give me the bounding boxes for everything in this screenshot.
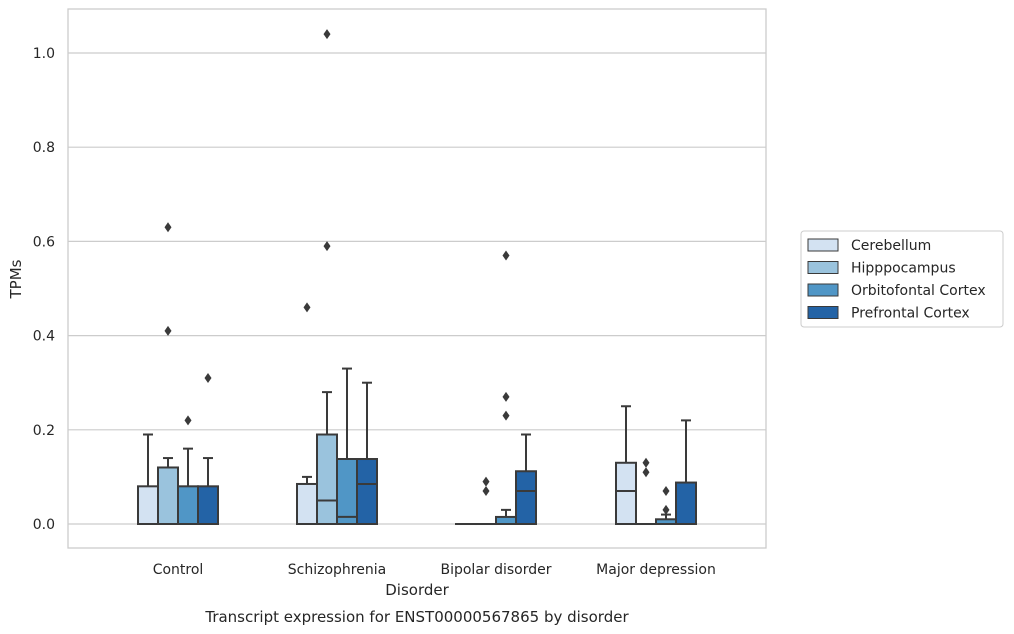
box — [296, 482, 318, 525]
legend-label: Hipppocampus — [851, 261, 956, 277]
legend-swatch — [807, 283, 839, 297]
box-group — [475, 476, 497, 526]
box — [177, 485, 199, 526]
box — [515, 470, 537, 525]
box-group — [635, 457, 657, 526]
legend-label: Cerebellum — [851, 238, 931, 254]
outlier-point — [164, 222, 172, 233]
box-group — [356, 381, 378, 526]
outlier-point — [323, 29, 331, 40]
box — [495, 515, 517, 525]
box-group — [296, 302, 318, 525]
box — [336, 458, 358, 526]
box-group — [655, 486, 677, 525]
legend-swatch — [807, 261, 839, 274]
box-group — [316, 29, 338, 526]
grid-layer — [68, 52, 766, 525]
outlier-point — [502, 391, 510, 402]
box-group — [137, 433, 159, 526]
y-tick-label: 0.8 — [33, 140, 55, 156]
y-tick-labels: 0.0 0.2 0.4 0.6 0.8 1.0 — [33, 46, 55, 533]
box — [157, 466, 179, 526]
box-group — [515, 433, 537, 525]
x-tick-labels: Control Schizophrenia Bipolar disorder Majo… — [153, 562, 716, 578]
outlier-point — [184, 415, 192, 426]
outlier-point — [482, 486, 490, 497]
outlier-point — [323, 241, 331, 252]
box — [615, 461, 637, 525]
outlier-point — [303, 302, 311, 313]
box-layer — [137, 29, 697, 526]
box-group — [197, 372, 219, 526]
legend-swatch — [807, 306, 839, 319]
outlier-point — [662, 504, 670, 515]
legend: Cerebellum Hipppocampus Orbitofontal Corte… — [800, 230, 1004, 328]
box-group — [157, 222, 179, 526]
box — [675, 481, 697, 525]
legend-label: Prefrontal Cortex — [851, 306, 970, 322]
y-tick-label: 0.6 — [33, 234, 55, 250]
y-axis-label: TPMs — [7, 259, 25, 299]
x-axis-label: Disorder — [385, 581, 449, 599]
box — [316, 433, 338, 526]
outlier-point — [482, 476, 490, 487]
y-tick-label: 1.0 — [33, 46, 55, 62]
outlier-point — [642, 467, 650, 478]
y-tick-label: 0.2 — [33, 423, 55, 439]
y-tick-label: 0.4 — [33, 329, 55, 345]
legend-label: Orbitofontal Cortex — [851, 283, 986, 299]
box-group — [177, 415, 199, 526]
box-group — [615, 405, 637, 525]
box-group — [675, 419, 697, 525]
x-tick-label: Control — [153, 562, 204, 578]
outlier-point — [164, 325, 172, 336]
outlier-point — [204, 372, 212, 383]
box-group — [336, 367, 358, 526]
x-tick-label: Bipolar disorder — [440, 562, 551, 578]
box — [137, 485, 159, 526]
outlier-point — [662, 486, 670, 497]
x-tick-label: Major depression — [596, 562, 716, 578]
chart-title: Transcript expression for ENST0000056786… — [204, 608, 629, 626]
outlier-point — [642, 457, 650, 468]
plot-frame — [67, 8, 767, 549]
box-group — [495, 250, 517, 525]
legend-frame — [800, 230, 1004, 328]
outlier-point — [502, 250, 510, 261]
outlier-point — [502, 410, 510, 421]
box — [356, 458, 378, 526]
box — [197, 485, 219, 526]
x-tick-label: Schizophrenia — [288, 562, 386, 578]
y-tick-label: 0.0 — [33, 517, 55, 533]
legend-swatch — [807, 238, 839, 252]
